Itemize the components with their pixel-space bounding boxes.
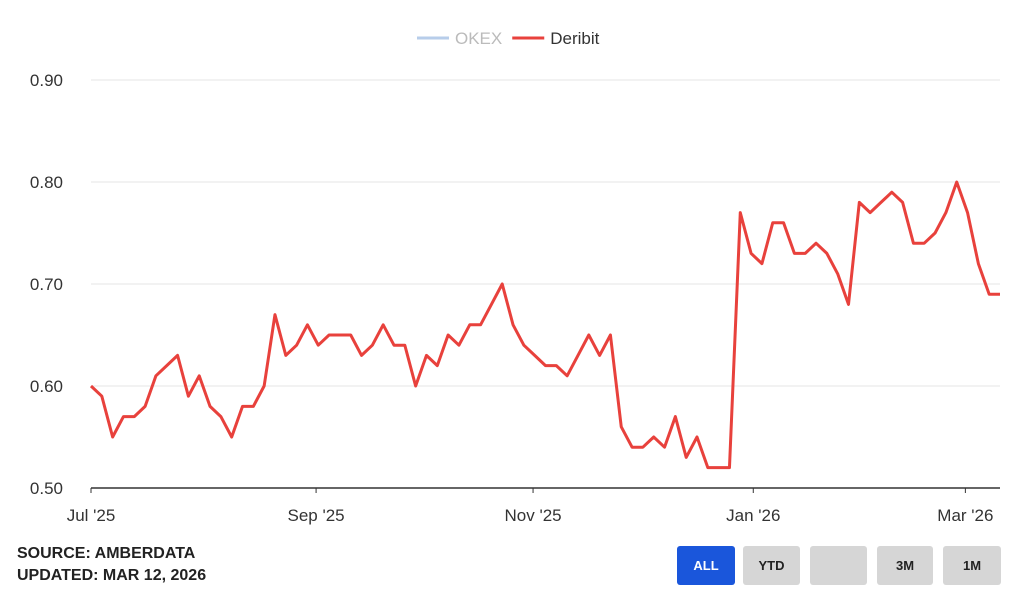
range-button[interactable]: YTD	[743, 546, 800, 585]
x-tick-label: Nov '25	[505, 506, 562, 525]
range-button[interactable]: 1M	[943, 546, 1001, 585]
y-tick-label: 0.50	[30, 479, 63, 498]
y-tick-label: 0.60	[30, 377, 63, 396]
x-tick-label: Mar '26	[937, 506, 993, 525]
updated-label: UPDATED: MAR 12, 2026	[17, 567, 207, 584]
range-button[interactable]: 3M	[877, 546, 933, 585]
range-button[interactable]: ALL	[677, 546, 735, 585]
legend-label[interactable]: OKEX	[455, 29, 502, 48]
x-tick-label: Sep '25	[288, 506, 345, 525]
x-tick-label: Jul '25	[67, 506, 116, 525]
chart: 0.50 0.60 0.70 0.80 0.90 Jul '25 Sep '25 Nov '2…	[30, 29, 1000, 525]
legend-label[interactable]: Deribit	[550, 29, 599, 48]
y-tick-label: 0.80	[30, 173, 63, 192]
data-line	[89, 180, 1000, 470]
y-tick-label: 0.90	[30, 71, 63, 90]
range-button[interactable]	[810, 546, 867, 585]
x-tick-label: Jan '26	[726, 506, 780, 525]
source-label: SOURCE: AMBERDATA	[17, 545, 196, 562]
y-tick-label: 0.70	[30, 275, 63, 294]
